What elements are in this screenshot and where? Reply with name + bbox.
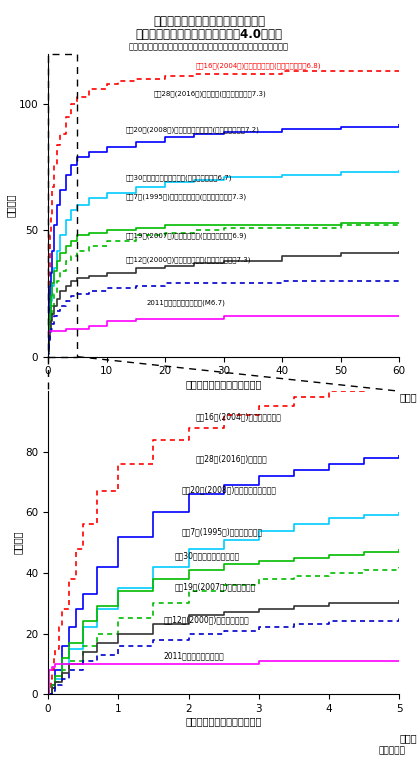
Text: 平成28年(2016年)熊本地震(マグニチュード7.3): 平成28年(2016年)熊本地震(マグニチュード7.3)	[153, 90, 266, 97]
Text: （カッコ内のマグニチュードはそれぞれの地震活動の最大規模の地震）: （カッコ内のマグニチュードはそれぞれの地震活動の最大規模の地震）	[129, 42, 289, 51]
Text: （日）: （日）	[399, 733, 417, 743]
Text: 平成20年(2008年)岩手・宮城内陸地震: 平成20年(2008年)岩手・宮城内陸地震	[181, 485, 276, 494]
Text: 平成7年(1995年)兵庫県南部地震(マグニチュード7.3): 平成7年(1995年)兵庫県南部地震(マグニチュード7.3)	[125, 193, 247, 199]
Text: 平成19年(2007年)能登半島地震: 平成19年(2007年)能登半島地震	[174, 582, 256, 591]
Text: 平成12年(2000年)鳥取県西部地震: 平成12年(2000年)鳥取県西部地震	[164, 615, 250, 624]
X-axis label: 最初の大地震からの経過日数: 最初の大地震からの経過日数	[186, 716, 262, 726]
Text: 気象庁作成: 気象庁作成	[379, 746, 405, 755]
Text: 平成30年北海道胆振東部地震: 平成30年北海道胆振東部地震	[174, 551, 240, 561]
Y-axis label: 積算回数: 積算回数	[13, 531, 23, 555]
Text: 平成30年北海道胆振東部地震(マグニチュード6.7): 平成30年北海道胆振東部地震(マグニチュード6.7)	[125, 175, 232, 182]
Text: 2011年長野県北部の地震: 2011年長野県北部の地震	[164, 652, 225, 660]
Y-axis label: 積算回数: 積算回数	[6, 193, 16, 217]
Text: （日）: （日）	[399, 392, 417, 402]
Text: 地震回数比較　（マグニチュード4.0以上）: 地震回数比較 （マグニチュード4.0以上）	[135, 28, 283, 41]
Text: 2011年長野県北部の地震(M6.7): 2011年長野県北部の地震(M6.7)	[146, 299, 225, 306]
Text: 平成12年(2000年)鳥取県西部地震(マグニチュード7.3): 平成12年(2000年)鳥取県西部地震(マグニチュード7.3)	[125, 257, 251, 263]
X-axis label: 最初の大地震からの経過日数: 最初の大地震からの経過日数	[186, 379, 262, 389]
Text: 内陸及び沿岸で発生した主な地震の: 内陸及び沿岸で発生した主な地震の	[153, 15, 265, 28]
Text: 平成7年(1995年)兵庫県南部地震: 平成7年(1995年)兵庫県南部地震	[181, 528, 263, 536]
Text: 平成28年(2016年)熊本地震: 平成28年(2016年)熊本地震	[196, 455, 267, 464]
Text: 平成16年(2004年)新潟県中越地震(マグニチュード6.8): 平成16年(2004年)新潟県中越地震(マグニチュード6.8)	[196, 63, 321, 69]
Text: 平成20年(2008年)岩手・宮城内陸地震(マグニチュード7.2): 平成20年(2008年)岩手・宮城内陸地震(マグニチュード7.2)	[125, 127, 259, 133]
Text: 平成19年(2007年)能登半島地震(マグニチュード6.9): 平成19年(2007年)能登半島地震(マグニチュード6.9)	[125, 232, 247, 239]
Text: 平成16年(2004年)新潟県中越地震: 平成16年(2004年)新潟県中越地震	[196, 413, 281, 421]
